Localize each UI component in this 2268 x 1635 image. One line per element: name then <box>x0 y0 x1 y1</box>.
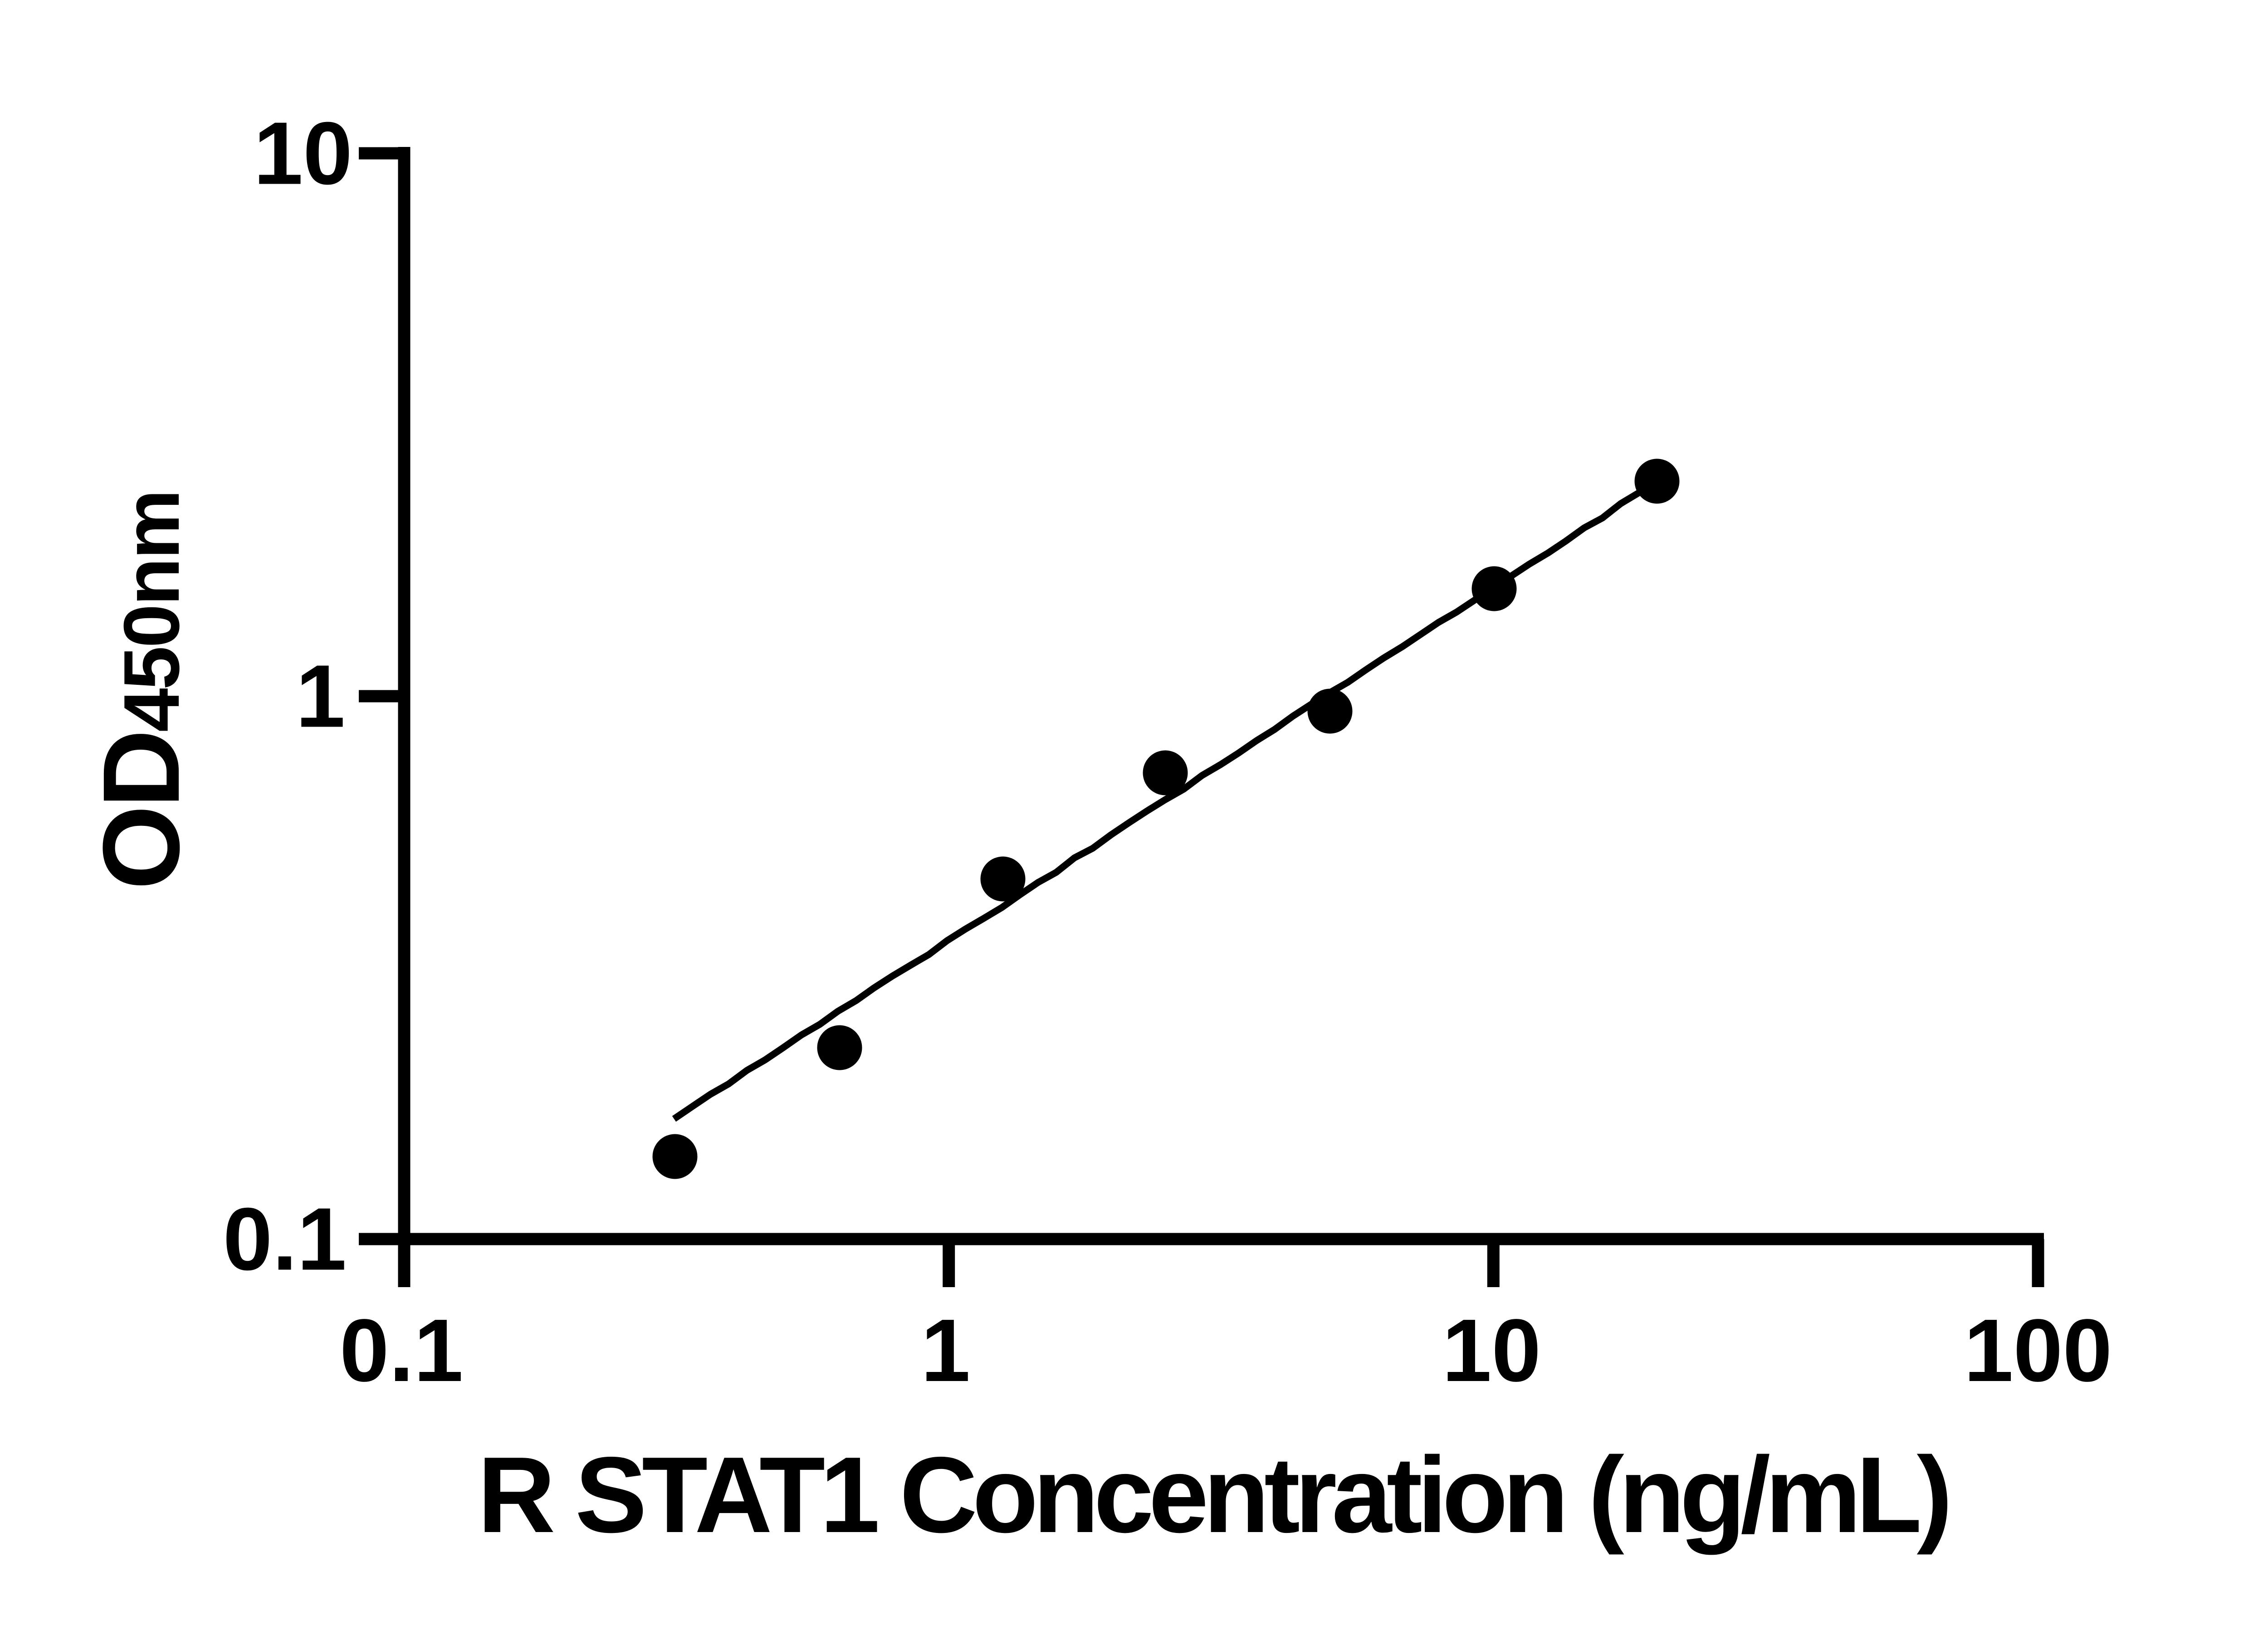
svg-text:1: 1 <box>296 647 345 746</box>
svg-text:0.1: 0.1 <box>340 1301 463 1400</box>
svg-text:1: 1 <box>921 1301 970 1400</box>
svg-text:10: 10 <box>1442 1301 1541 1400</box>
svg-text:100: 100 <box>1964 1301 2112 1400</box>
svg-text:10: 10 <box>254 104 352 203</box>
svg-text:R STAT1 Concentration (ng/mL): R STAT1 Concentration (ng/mL) <box>478 1435 1948 1555</box>
svg-text:0.1: 0.1 <box>223 1190 347 1289</box>
